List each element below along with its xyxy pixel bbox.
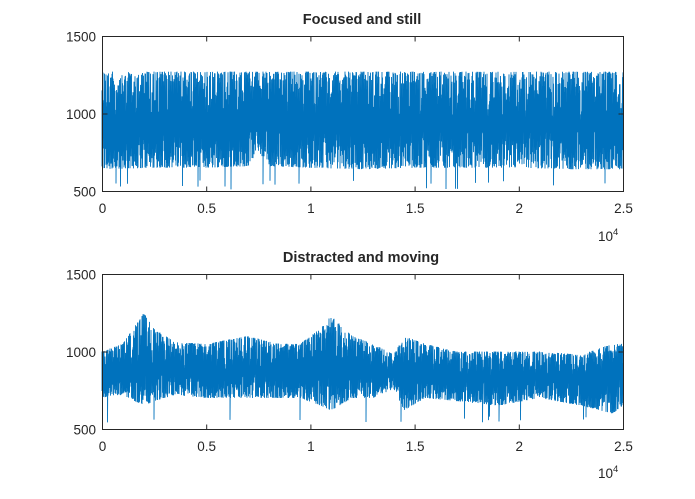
x-tick-label: 2	[516, 201, 524, 216]
x-tick-label: 0.5	[197, 439, 216, 454]
y-tick-label: 1500	[66, 268, 96, 283]
x-tick-label: 1.5	[406, 439, 425, 454]
y-tick-label: 1000	[66, 107, 96, 122]
x-tick-label: 0	[99, 201, 107, 216]
series-layer	[101, 71, 624, 190]
x-tick-label: 2.5	[614, 201, 633, 216]
y-tick-label: 500	[73, 185, 96, 200]
ticks-layer: 0 0.5 1 1.5 2 2.5 500 1000 1500	[66, 268, 633, 455]
y-tick-label: 500	[73, 423, 96, 438]
series-line	[101, 71, 624, 190]
subplot-focused: Focused and still 0 0.5 1 1.5 2 2.5 500 1000 150…	[66, 12, 633, 244]
series-line	[101, 314, 624, 423]
x-tick-label: 2	[516, 439, 524, 454]
ticks-layer: 0 0.5 1 1.5 2 2.5 500 1000 1500	[66, 30, 633, 217]
x-tick-label: 2.5	[614, 439, 633, 454]
x-exponent-power: 4	[613, 227, 618, 238]
series-layer	[101, 314, 624, 423]
x-exponent-label: 104	[598, 464, 618, 481]
x-tick-label: 1	[307, 201, 315, 216]
x-tick-label: 1.5	[406, 201, 425, 216]
subplot-distracted: Distracted and moving 0 0.5 1 1.5 2 2.5500100…	[66, 250, 633, 481]
x-tick-label: 0	[99, 439, 107, 454]
x-tick-label: 0.5	[197, 201, 216, 216]
x-exponent-power: 4	[613, 464, 618, 475]
x-exponent-label: 104	[598, 227, 618, 244]
subplot-title: Distracted and moving	[283, 250, 439, 266]
y-tick-label: 1000	[66, 345, 96, 360]
x-exponent-base: 10	[598, 229, 613, 244]
y-tick-label: 1500	[66, 30, 96, 45]
x-exponent-base: 10	[598, 466, 613, 481]
subplot-title: Focused and still	[303, 12, 421, 28]
x-tick-label: 1	[307, 439, 315, 454]
